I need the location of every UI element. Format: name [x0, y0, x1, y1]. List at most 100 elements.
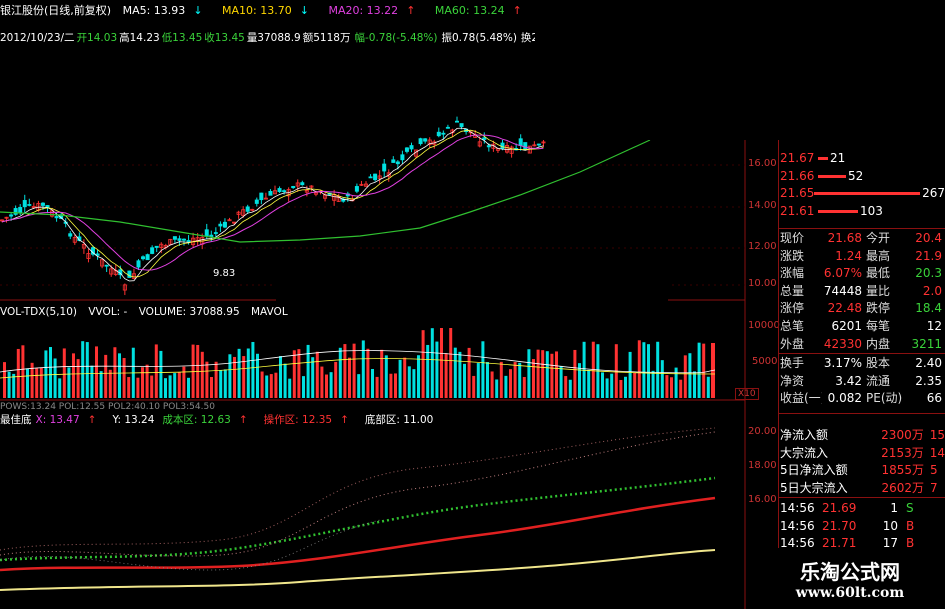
order-book: 21.67 21 21.66 52 21.65 267 21.61 103 — [780, 140, 945, 220]
indicator-line-bottom — [0, 427, 716, 551]
candle-body — [400, 154, 405, 161]
quote-row: 总量 74448 量比 2.0 — [780, 283, 945, 301]
order-bar — [818, 174, 846, 178]
indicator-axis-label: 20.00 — [748, 426, 777, 437]
volume-bar — [633, 372, 637, 398]
candle-body — [441, 132, 446, 135]
volume-bar — [7, 371, 11, 398]
candle-body — [81, 243, 86, 249]
indicator-header: 最佳底 X: 13.47 ↑ Y: 13.24 成本区: 12.63 ↑ 操作区: 12.3… — [0, 412, 441, 427]
volume-bar — [108, 369, 112, 398]
volume-bar — [642, 342, 646, 398]
candle-body — [18, 207, 23, 213]
volume-bar — [591, 341, 595, 398]
indicator-bottom: 底部区: 11.00 — [364, 414, 434, 426]
volume-bar — [679, 379, 683, 398]
quote-label: 每笔 — [866, 318, 891, 333]
volume-bar — [136, 377, 140, 398]
ma5-line — [1, 127, 544, 282]
quote-value: 1.24 — [835, 248, 862, 263]
volume-bar — [651, 370, 655, 398]
volume-bar — [444, 353, 448, 398]
volume-bar — [702, 343, 706, 398]
ma20-value: MA20: 13.22 ↑ — [328, 4, 416, 17]
order-bar — [818, 209, 858, 213]
volume-bar — [481, 341, 485, 398]
mavol-label: MAVOL — [250, 306, 288, 318]
candle-body — [391, 159, 396, 163]
watermark-title: 乐淘公式网 — [800, 560, 900, 584]
volume-bar — [637, 340, 641, 398]
volume-bar — [72, 353, 75, 398]
quote-label: 量比 — [866, 283, 891, 298]
quote-label: 涨停 — [780, 301, 805, 316]
quote-value: 20.4 — [915, 231, 942, 245]
volume-bar — [564, 376, 568, 398]
watermark-url: www.60lt.com — [795, 585, 905, 601]
candle-body — [136, 260, 141, 268]
fund-label: 股本 — [866, 356, 891, 370]
vol-ma-line — [0, 350, 716, 374]
candle-body — [486, 145, 491, 148]
volume-bar — [527, 349, 531, 398]
tick-time: 14:56 — [780, 518, 815, 533]
divider — [778, 353, 945, 354]
panel-divider — [778, 140, 779, 609]
candle-body — [172, 236, 177, 240]
volume-bar — [81, 341, 85, 398]
flow-value: 1855万 — [881, 463, 924, 478]
order-qty: 52 — [848, 168, 864, 183]
volume-bar — [417, 355, 420, 398]
volume-bar — [49, 347, 52, 398]
candle-body — [532, 144, 537, 147]
indicator-name: 最佳底 — [0, 414, 32, 426]
indicator-operate: 操作区: 12.35 ↑ — [263, 414, 349, 426]
bar-amplitude: 振0.78(5.48%) — [441, 32, 517, 44]
volume-bar — [320, 366, 324, 398]
quote-row: 现价 21.68 今开 20.4 — [780, 230, 945, 248]
volume-bar — [412, 369, 416, 398]
volume-bar — [182, 366, 186, 398]
candle-body — [409, 145, 414, 150]
candle-body — [100, 259, 105, 267]
candle-body — [259, 192, 264, 201]
volume-bar — [352, 343, 356, 398]
bar-open: 开14.03 — [76, 32, 118, 44]
volume-bar — [688, 353, 692, 398]
tick-side: B — [906, 536, 915, 551]
price-axis-label: 10.00 — [748, 278, 777, 289]
flow-value: 2300万 — [881, 428, 924, 442]
flow-extra: 5 — [930, 463, 938, 478]
order-qty: 267 — [922, 186, 945, 201]
tick-qty: 17 — [882, 536, 898, 551]
indicator-line-x — [0, 431, 716, 557]
quote-label: 总笔 — [780, 318, 805, 333]
candle-body — [423, 138, 428, 142]
volume-bar — [550, 353, 554, 398]
quote-value: 6.07% — [823, 266, 862, 281]
volume-bar — [246, 348, 250, 398]
order-book-row: 21.67 21 — [780, 150, 945, 168]
volume-bar — [168, 375, 172, 398]
volume-bar — [315, 351, 319, 398]
candle-body — [300, 182, 305, 186]
candle-body — [50, 210, 55, 217]
candle-body — [536, 143, 541, 146]
ma60-value: MA60: 13.24 ↑ — [434, 4, 522, 17]
quote-label: 最高 — [866, 248, 891, 263]
indicator-x: X: 13.47 ↑ — [35, 414, 97, 426]
vvol-value: VVOL: - — [88, 306, 128, 318]
volume-bar — [568, 379, 572, 398]
candle-body — [359, 183, 364, 186]
volume-bar — [394, 373, 397, 398]
candle-body — [282, 190, 287, 193]
quote-label: 今开 — [866, 231, 891, 245]
volume-bar — [260, 371, 264, 398]
flow-extra: 15 — [929, 428, 945, 442]
volume-bar — [338, 347, 342, 398]
price-axis-label: 12.00 — [748, 241, 777, 252]
candle-body — [482, 137, 487, 140]
candle-body — [309, 185, 314, 188]
flow-row: 大宗流入 2153万 14 — [780, 445, 945, 463]
